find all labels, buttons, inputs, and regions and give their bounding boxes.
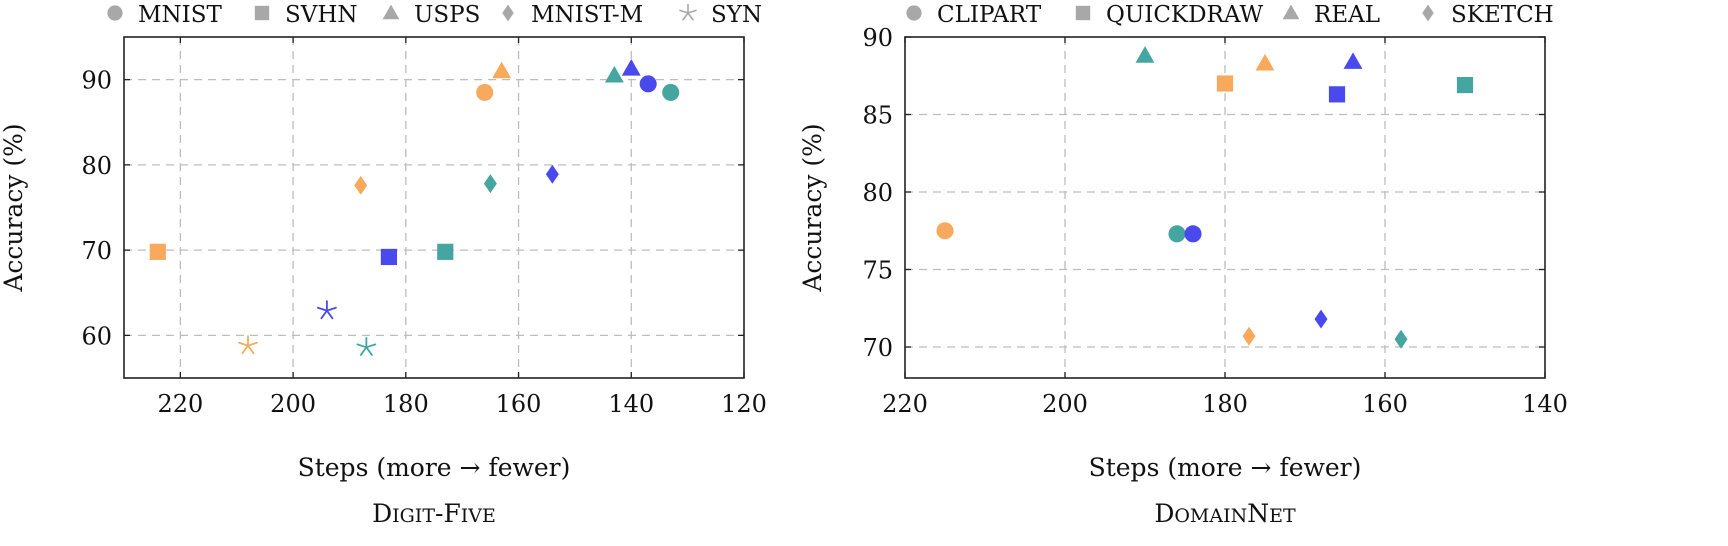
- legend-entry: USPS: [382, 2, 480, 28]
- legend-entry: MNIST-M: [502, 2, 643, 28]
- data-point-diamond: [545, 164, 559, 184]
- x-axis-label: Steps (more → fewer): [298, 453, 571, 482]
- legend-marker-circle: [906, 5, 922, 21]
- data-point-circle: [639, 75, 657, 93]
- legend: CLIPART QUICKDRAW REAL SKETCH: [906, 2, 1554, 28]
- legend-marker-triangle: [1282, 4, 1300, 20]
- x-tick-label: 200: [1042, 390, 1088, 418]
- legend-label: SYN: [711, 2, 762, 28]
- data-point-circle: [476, 83, 494, 101]
- legend-label: MNIST: [138, 2, 223, 28]
- data-point-triangle: [492, 61, 512, 79]
- x-tick-label: 180: [1202, 390, 1248, 418]
- legend-label: MNIST-M: [531, 2, 643, 28]
- legend-label: CLIPART: [937, 2, 1042, 28]
- y-tick-label: 90: [81, 67, 112, 95]
- x-tick-label: 160: [496, 390, 542, 418]
- x-tick-label: 180: [383, 390, 429, 418]
- data-point-diamond: [483, 174, 497, 194]
- x-tick-label: 200: [270, 390, 316, 418]
- x-tick-label: 120: [721, 390, 767, 418]
- data-point-square: [1328, 86, 1346, 103]
- data-point-triangle: [621, 59, 641, 76]
- legend-entry: SYN: [679, 2, 762, 28]
- data-point-circle: [1184, 225, 1202, 243]
- x-axis-label: Steps (more → fewer): [1089, 453, 1362, 482]
- y-tick-label: 80: [862, 179, 893, 207]
- data-point-circle: [936, 222, 954, 240]
- y-tick-label: 70: [81, 237, 112, 265]
- data-point-circle: [662, 83, 680, 101]
- legend-entry: REAL: [1282, 2, 1380, 28]
- data-point-diamond: [1394, 329, 1408, 349]
- data-point-square: [437, 243, 454, 260]
- data-point-square: [149, 243, 166, 260]
- data-point-triangle: [1255, 53, 1275, 71]
- chart-title: DOMAINNET: [1154, 499, 1296, 528]
- data-point-star: [356, 336, 377, 356]
- legend-marker-diamond: [502, 4, 514, 22]
- legend-marker-diamond: [1422, 4, 1434, 22]
- y-tick-label: 70: [862, 334, 893, 362]
- data-point-triangle: [1343, 52, 1363, 69]
- data-point-diamond: [1242, 326, 1256, 346]
- legend-entry: CLIPART: [906, 2, 1042, 28]
- legend-marker-square: [1075, 5, 1091, 21]
- y-tick-label: 75: [862, 257, 893, 285]
- legend-label: QUICKDRAW: [1106, 2, 1264, 28]
- x-tick-label: 160: [1362, 390, 1408, 418]
- legend-marker-star: [679, 3, 697, 21]
- x-tick-label: 140: [1522, 390, 1568, 418]
- data-point-square: [1216, 75, 1234, 92]
- y-tick-label: 80: [81, 152, 112, 180]
- y-tick-label: 60: [81, 322, 112, 350]
- data-point-diamond: [354, 175, 368, 195]
- plot-frame: [123, 36, 745, 379]
- chart-2: 220 200 180 160 140 70 75 80 85 90 Steps (more → f…: [798, 2, 1568, 528]
- legend-entry: QUICKDRAW: [1075, 2, 1264, 28]
- data-point-square: [1456, 76, 1474, 94]
- y-axis-label: Accuracy (%): [798, 123, 827, 292]
- data-point-diamond: [1314, 309, 1328, 329]
- data-point-star: [317, 300, 337, 320]
- y-tick-label: 85: [862, 102, 893, 130]
- legend-entry: SKETCH: [1422, 2, 1554, 28]
- legend: MNIST SVHN USPS MNIST-M SYN: [107, 2, 762, 28]
- legend-label: SVHN: [285, 2, 358, 28]
- y-axis-label: Accuracy (%): [0, 123, 28, 292]
- legend-marker-square: [254, 5, 270, 21]
- legend-entry: SVHN: [254, 2, 358, 28]
- data-point-triangle: [1135, 46, 1155, 63]
- x-tick-label: 220: [157, 390, 203, 418]
- legend-entry: MNIST: [107, 2, 223, 28]
- chart-1: 220 200 180 160 140 120 60 70 80 90 Steps (more → …: [0, 2, 767, 528]
- x-tick-label: 220: [882, 390, 928, 418]
- legend-label: REAL: [1314, 2, 1380, 28]
- legend-label: USPS: [414, 2, 480, 28]
- data-point-triangle: [604, 65, 624, 83]
- legend-label: SKETCH: [1451, 2, 1554, 28]
- x-tick-label: 140: [608, 390, 654, 418]
- legend-marker-triangle: [382, 4, 400, 20]
- data-point-square: [380, 248, 398, 266]
- y-tick-label: 90: [862, 24, 893, 52]
- legend-marker-circle: [107, 5, 123, 21]
- chart-title: DIGIT-FIVE: [372, 499, 496, 528]
- data-point-circle: [1168, 225, 1186, 243]
- data-point-star: [238, 335, 258, 355]
